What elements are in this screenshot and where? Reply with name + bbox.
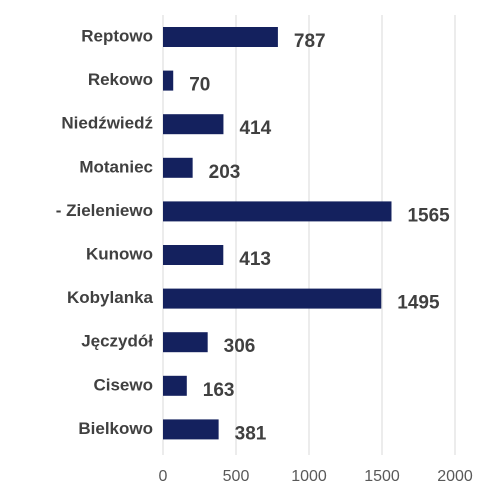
data-label: 381 bbox=[235, 423, 267, 444]
x-tick-label: 500 bbox=[223, 468, 250, 485]
bar bbox=[163, 375, 187, 396]
category-label: Reptowo bbox=[81, 26, 153, 45]
bar bbox=[163, 245, 224, 265]
category-label: Bielkowo bbox=[78, 419, 153, 438]
bar bbox=[163, 419, 219, 440]
bar bbox=[163, 332, 208, 353]
category-label: Motaniec bbox=[79, 157, 153, 176]
bar bbox=[163, 114, 224, 135]
data-label: 414 bbox=[239, 118, 271, 139]
category-label: Niedźwiedź bbox=[61, 114, 153, 133]
data-label: 1495 bbox=[397, 293, 440, 314]
bar bbox=[163, 157, 193, 178]
category-label: Kobylanka bbox=[67, 288, 154, 307]
bar bbox=[163, 201, 392, 222]
category-label: Rekowo bbox=[88, 70, 153, 89]
category-label: - Zieleniewo bbox=[56, 201, 153, 220]
category-label: Jęczydół bbox=[81, 332, 153, 351]
x-tick-label: 1000 bbox=[291, 468, 327, 485]
data-label: 1565 bbox=[407, 205, 450, 226]
bar bbox=[163, 70, 174, 91]
data-label: 787 bbox=[294, 31, 326, 52]
x-tick-label: 2000 bbox=[437, 468, 473, 485]
data-label: 306 bbox=[224, 336, 256, 357]
data-label: 163 bbox=[203, 380, 235, 401]
category-label: Cisewo bbox=[93, 375, 153, 394]
data-label: 203 bbox=[209, 162, 241, 183]
bar bbox=[163, 288, 382, 309]
data-label: 70 bbox=[189, 75, 210, 96]
bar bbox=[163, 27, 278, 47]
category-label: Kunowo bbox=[86, 244, 153, 263]
x-tick-label: 1500 bbox=[364, 468, 400, 485]
data-label: 413 bbox=[239, 249, 271, 270]
x-tick-label: 0 bbox=[159, 468, 168, 485]
